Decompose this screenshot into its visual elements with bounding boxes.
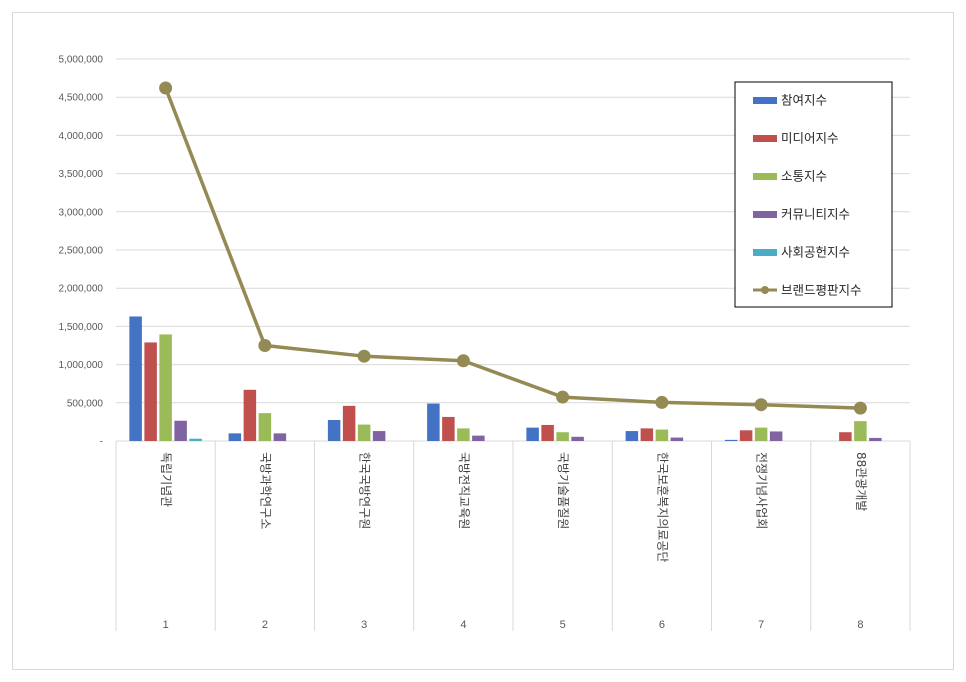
category-index-label: 4 bbox=[460, 619, 466, 631]
bar bbox=[526, 427, 539, 441]
bar bbox=[129, 316, 142, 441]
category-index-label: 8 bbox=[857, 619, 863, 631]
legend-swatch bbox=[753, 211, 777, 218]
category-index-label: 1 bbox=[163, 619, 169, 631]
brand-index-point bbox=[754, 398, 768, 412]
category-label: 국방기술품질원 bbox=[556, 452, 570, 529]
bar bbox=[571, 436, 584, 441]
bar bbox=[670, 437, 684, 441]
category-index-label: 6 bbox=[659, 619, 665, 631]
category-label: 국방과학연구소 bbox=[258, 452, 272, 529]
bar bbox=[625, 431, 639, 441]
bar bbox=[144, 342, 157, 441]
bar bbox=[854, 421, 867, 441]
bar bbox=[243, 389, 257, 441]
bar bbox=[724, 439, 738, 441]
bar bbox=[556, 432, 569, 441]
bar bbox=[427, 403, 440, 441]
bar bbox=[869, 437, 882, 441]
bar bbox=[541, 424, 554, 441]
bar bbox=[159, 334, 172, 441]
bar bbox=[442, 416, 455, 441]
bar bbox=[655, 429, 669, 441]
legend-label: 브랜드평판지수 bbox=[781, 283, 862, 298]
legend-swatch bbox=[753, 97, 777, 104]
category-label: 88관광개발 bbox=[854, 452, 868, 511]
y-tick-label: 2,000,000 bbox=[59, 284, 104, 295]
category-index-label: 3 bbox=[361, 619, 367, 631]
brand-index-point bbox=[258, 339, 272, 352]
brand-index-point bbox=[655, 395, 669, 409]
legend-label: 사회공헌지수 bbox=[781, 245, 850, 260]
legend-marker bbox=[761, 286, 769, 294]
legend-label: 소통지수 bbox=[781, 169, 827, 184]
category-index-label: 2 bbox=[262, 619, 268, 631]
legend-box bbox=[734, 81, 893, 308]
category-label: 국방전직교육원 bbox=[457, 452, 471, 529]
legend-swatch bbox=[753, 249, 777, 256]
brand-index-point bbox=[853, 401, 867, 415]
y-tick-label: 4,500,000 bbox=[59, 93, 104, 104]
legend-label: 커뮤니티지수 bbox=[781, 207, 850, 222]
brand-index-point bbox=[556, 390, 570, 404]
category-index-label: 5 bbox=[560, 619, 566, 631]
y-tick-label: - bbox=[100, 437, 103, 448]
bar bbox=[754, 427, 768, 441]
y-tick-label: 1,500,000 bbox=[59, 322, 104, 333]
bar bbox=[769, 431, 783, 441]
brand-index-line bbox=[163, 87, 861, 410]
brand-index-point bbox=[456, 354, 470, 368]
legend-swatch bbox=[753, 135, 777, 142]
bar bbox=[472, 435, 485, 441]
category-label: 한국보훈복지의료공단 bbox=[655, 452, 669, 562]
bar bbox=[457, 428, 470, 441]
legend-swatch bbox=[753, 173, 777, 180]
y-tick-label: 4,000,000 bbox=[59, 131, 104, 142]
brand-index-point bbox=[357, 349, 371, 363]
category-index-label: 7 bbox=[758, 619, 764, 631]
y-tick-label: 3,000,000 bbox=[59, 207, 104, 218]
y-tick-label: 1,000,000 bbox=[59, 360, 104, 371]
legend-label: 미디어지수 bbox=[781, 131, 839, 146]
bar bbox=[372, 431, 386, 441]
bar bbox=[258, 413, 272, 441]
bar bbox=[174, 420, 187, 441]
y-tick-label: 3,500,000 bbox=[59, 169, 104, 180]
bar bbox=[327, 419, 341, 441]
category-label: 한국국방연구원 bbox=[358, 452, 372, 529]
y-tick-label: 500,000 bbox=[67, 398, 104, 409]
bar bbox=[839, 432, 852, 441]
bar bbox=[342, 405, 356, 441]
bar bbox=[640, 428, 654, 441]
bar bbox=[739, 430, 753, 441]
bar bbox=[357, 424, 371, 441]
category-label: 독립기념관 bbox=[159, 452, 173, 507]
legend-label: 참여지수 bbox=[781, 93, 827, 108]
bar bbox=[189, 438, 202, 441]
brand-index-point bbox=[159, 81, 173, 95]
y-tick-label: 2,500,000 bbox=[59, 246, 104, 257]
bar bbox=[273, 433, 287, 441]
y-tick-label: 5,000,000 bbox=[59, 55, 104, 66]
bar bbox=[228, 433, 242, 441]
category-label: 전쟁기념사업회 bbox=[755, 452, 769, 529]
